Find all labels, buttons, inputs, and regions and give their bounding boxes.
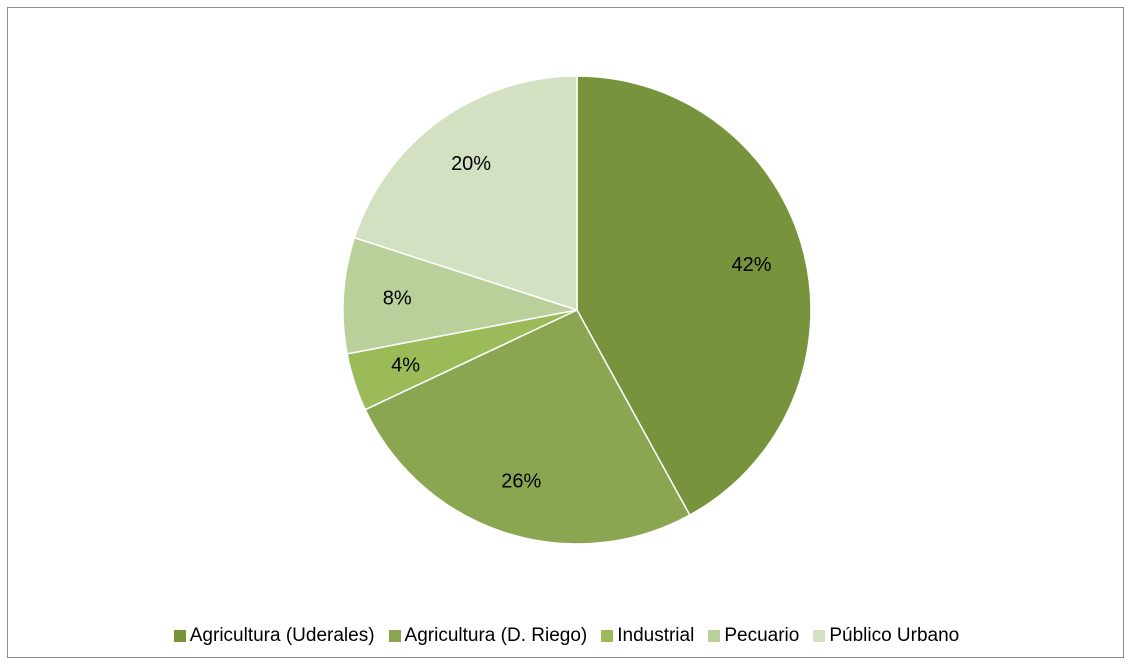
legend-swatch [601,630,614,642]
legend-swatch [173,630,186,642]
legend-item-pecuario: Pecuario [708,625,799,647]
data-label-agricultura-d-riego: 26% [501,470,541,492]
data-label-industrial: 4% [391,355,420,377]
legend-label: Agricultura (Uderales) [189,625,375,646]
legend-item-agricultura-d-riego: Agricultura (D. Riego) [388,625,588,647]
pie-slice-agricultura-d-riego [364,309,691,545]
data-label-agricultura-uderales: 42% [732,254,772,276]
legend: Agricultura (Uderales) Agricultura (D. Ri… [0,621,1133,651]
legend-swatch [813,630,826,642]
pie-slice-pecuario [342,236,578,355]
pie-slice-agricultura-uderales [576,75,812,517]
data-label-publico-urbano: 20% [451,153,491,175]
legend-label: Público Urbano [829,625,960,646]
legend-label: Agricultura (D. Riego) [404,625,588,646]
legend-swatch [708,630,721,642]
pie-slice-publico-urbano [353,75,578,312]
legend-item-agricultura-uderales: Agricultura (Uderales) [173,625,375,647]
data-label-pecuario: 8% [383,288,412,310]
legend-label: Pecuario [724,625,800,646]
legend-swatch [388,630,401,642]
legend-label: Industrial [617,625,695,646]
legend-item-publico-urbano: Público Urbano [813,625,959,647]
legend-item-industrial: Industrial [601,625,694,647]
pie-data-labels: 42% 26% 4% 8% 20% [383,153,772,492]
pie-slices [342,75,812,545]
